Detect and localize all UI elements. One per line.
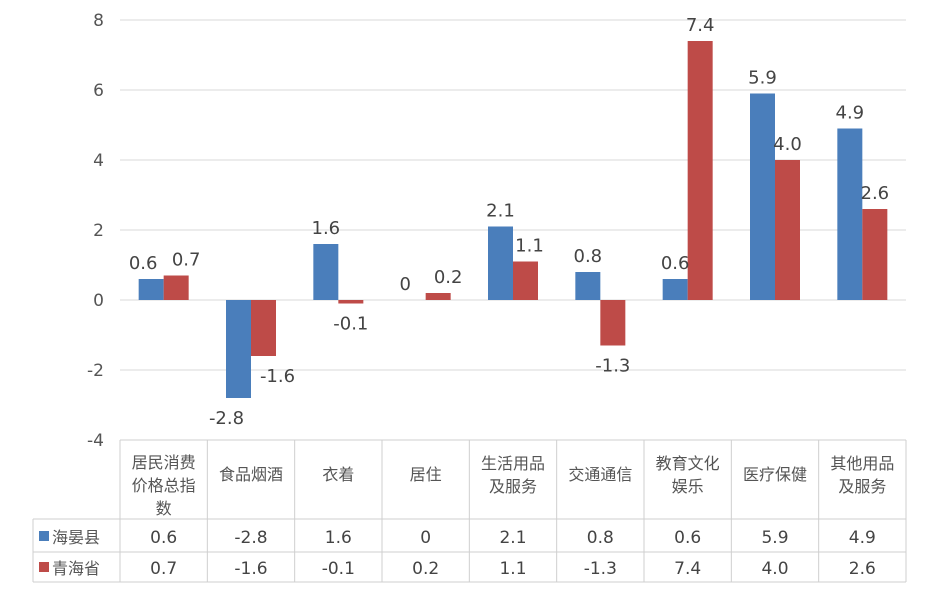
y-tick-label: -4 [87, 431, 104, 451]
category-label: 及服务 [838, 477, 886, 496]
y-tick-label: -2 [87, 361, 104, 381]
bar [425, 293, 451, 300]
table-cell: 2.1 [499, 528, 526, 548]
data-label: 0.6 [129, 253, 158, 274]
bar [862, 209, 888, 300]
category-label: 及服务 [489, 477, 537, 496]
data-label: 2.1 [486, 201, 515, 222]
bar [163, 275, 189, 300]
category-label: 食品烟酒 [219, 465, 283, 484]
data-label: -2.8 [209, 408, 244, 429]
data-label: -1.6 [260, 366, 295, 387]
data-labels: 0.6 -2.8 1.6 0 2.1 0.8 0.6 5.9 4.9 0.7 -1.6 -0.1 0.2… [129, 15, 889, 429]
table-cell: -2.8 [234, 528, 267, 548]
bar [750, 93, 775, 300]
data-label: -0.1 [333, 314, 368, 335]
data-label: 4.9 [836, 103, 865, 124]
data-label: 2.6 [861, 183, 890, 204]
table-cell: 0.8 [587, 528, 614, 548]
bar [138, 279, 164, 300]
bar [226, 300, 251, 398]
data-label: 0.8 [574, 246, 603, 267]
data-label: 0.2 [434, 267, 463, 288]
data-label: -1.3 [595, 356, 630, 377]
y-tick-label: 0 [93, 291, 104, 311]
table-cell: 1.1 [499, 559, 526, 579]
category-label: 教育文化 [656, 454, 720, 473]
bar [251, 300, 276, 356]
table-cell: -1.6 [234, 559, 267, 579]
y-tick-label: 8 [93, 11, 104, 31]
table-cell: 0 [420, 528, 431, 548]
table-cell: 0.2 [412, 559, 439, 579]
bar [338, 300, 364, 304]
data-label: 4.0 [773, 134, 802, 155]
table-cell: 4.0 [761, 559, 788, 579]
table-cell: -1.3 [584, 559, 617, 579]
data-label: 1.1 [515, 236, 544, 257]
category-label: 数 [156, 499, 172, 518]
data-label: 0.7 [172, 250, 201, 271]
category-label: 娱乐 [672, 477, 704, 496]
table-cell: 0.6 [150, 528, 177, 548]
table-cell: 7.4 [674, 559, 701, 579]
table-cell: 5.9 [761, 528, 788, 548]
legend-swatch [39, 531, 49, 541]
data-label: 5.9 [748, 68, 777, 89]
y-tick-label: 2 [93, 221, 104, 241]
category-label: 衣着 [322, 465, 354, 484]
data-label: 7.4 [686, 15, 715, 36]
bar [837, 128, 863, 300]
y-tick-label: 4 [93, 151, 104, 171]
category-label: 居民消费 [132, 453, 196, 472]
category-label: 价格总指 [132, 476, 196, 495]
category-label: 居住 [410, 465, 442, 484]
bar [600, 300, 626, 346]
y-tick-label: 6 [93, 81, 104, 101]
y-axis-ticks: 8 6 4 2 0 -2 -4 [87, 11, 104, 451]
data-label: 1.6 [312, 218, 341, 239]
category-label: 生活用品 [481, 454, 545, 473]
bar [488, 226, 513, 300]
category-label: 医疗保健 [743, 465, 807, 484]
bars [138, 41, 888, 398]
bar [313, 244, 339, 300]
table-cell: -0.1 [322, 559, 355, 579]
bar [662, 279, 688, 300]
category-label: 交通通信 [568, 465, 632, 484]
table-cell: 0.7 [150, 559, 177, 579]
category-label: 其他用品 [830, 454, 894, 473]
bar [775, 160, 800, 300]
data-label: 0.6 [661, 253, 690, 274]
bar [687, 41, 713, 300]
table-cell: 4.9 [849, 528, 876, 548]
table-cell: 1.6 [325, 528, 352, 548]
data-label: 0 [399, 274, 410, 295]
legend-label: 青海省 [52, 559, 100, 578]
legend-swatch [39, 562, 49, 572]
bar [575, 272, 601, 300]
table-cell: 2.6 [849, 559, 876, 579]
legend-label: 海晏县 [52, 528, 100, 547]
bar [513, 261, 538, 300]
table-cell: 0.6 [674, 528, 701, 548]
